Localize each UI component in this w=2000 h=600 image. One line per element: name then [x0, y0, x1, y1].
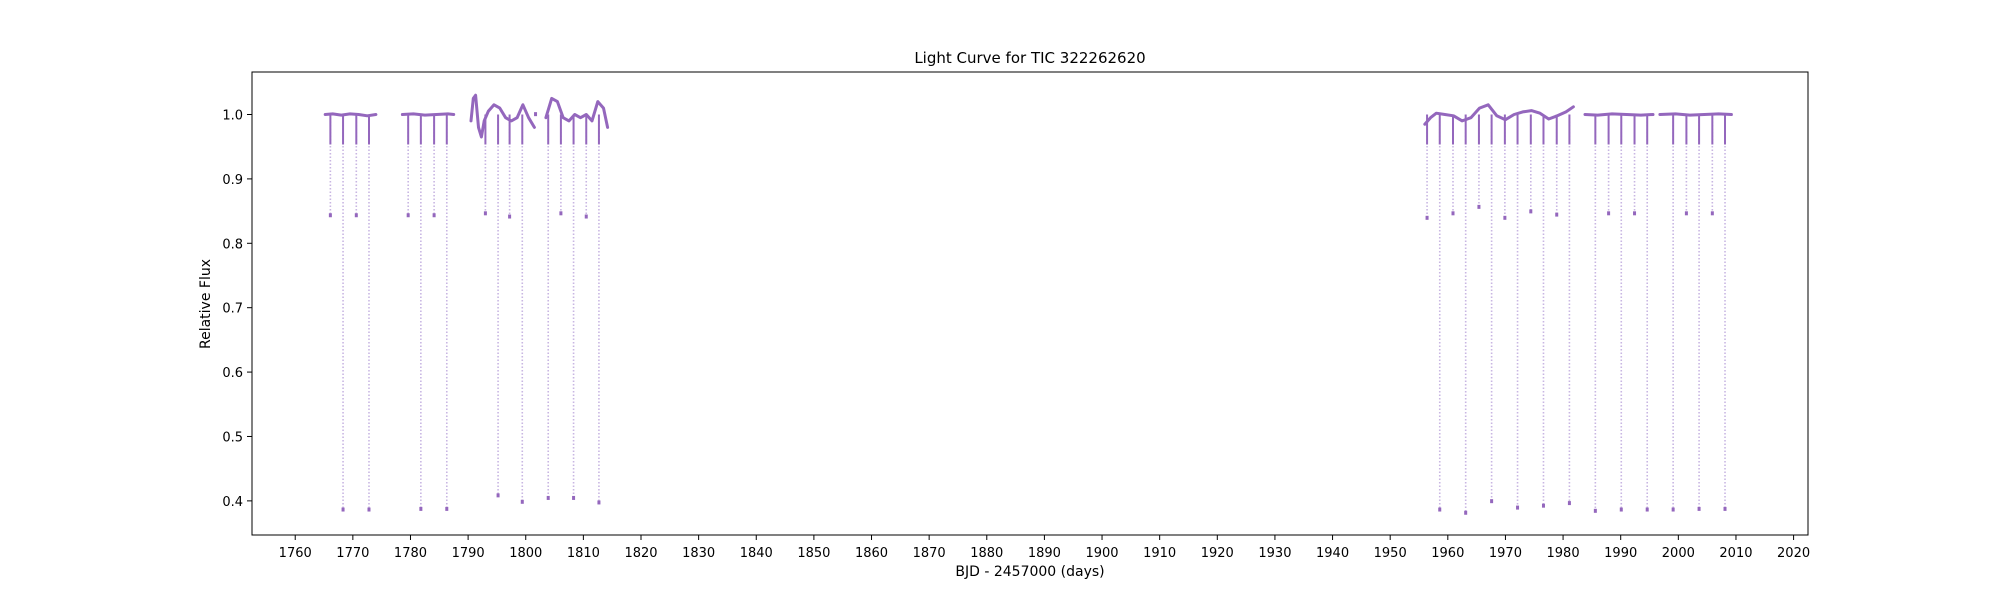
primary-eclipse-minimum-3 — [445, 506, 449, 511]
primary-eclipse-minimum-12 — [1516, 505, 1520, 510]
baseline-segment-4 — [1423, 103, 1575, 126]
primary-eclipse-minimum-10 — [1464, 510, 1468, 515]
x-tick-label-12: 1880 — [970, 546, 1003, 561]
primary-eclipse-minimum-15 — [1593, 508, 1597, 513]
primary-eclipse-minimum-14 — [1567, 501, 1571, 506]
primary-eclipse-minimum-6 — [546, 495, 550, 500]
y-axis-label: Relative Flux — [198, 259, 214, 349]
primary-eclipse-minimum-4 — [496, 493, 500, 498]
secondary-eclipse-minimum-17 — [1684, 211, 1688, 216]
x-tick-label-21: 1970 — [1489, 546, 1522, 561]
baseline-segment-0 — [323, 112, 378, 118]
x-tick-label-10: 1860 — [855, 546, 888, 561]
y-tick-label-1: 0.5 — [222, 430, 243, 445]
y-tick-label-5: 0.9 — [222, 173, 243, 188]
x-tick-label-4: 1800 — [509, 546, 542, 561]
primary-eclipse-minimum-1 — [367, 507, 371, 512]
secondary-eclipse-minimum-16 — [1633, 211, 1637, 216]
chart-title: Light Curve for TIC 322262620 — [914, 49, 1145, 67]
secondary-eclipse-minimum-7 — [559, 211, 563, 216]
secondary-eclipse-minimum-8 — [584, 214, 588, 219]
secondary-eclipse-minimum-0 — [328, 213, 332, 218]
baseline-segment-6 — [1658, 112, 1733, 117]
y-tick-label-6: 1.0 — [222, 109, 243, 124]
x-tick-label-25: 2010 — [1719, 546, 1752, 561]
secondary-eclipse-minimum-6 — [534, 112, 538, 117]
primary-eclipse-minimum-17 — [1645, 507, 1649, 512]
secondary-eclipse-minimum-5 — [508, 214, 512, 219]
x-tick-label-22: 1980 — [1547, 546, 1580, 561]
x-tick-label-5: 1810 — [567, 546, 600, 561]
x-tick-label-17: 1930 — [1258, 546, 1291, 561]
secondary-eclipse-minimum-2 — [406, 213, 410, 218]
primary-eclipse-minimum-0 — [341, 507, 345, 512]
primary-eclipse-minimum-7 — [572, 495, 576, 500]
x-tick-label-20: 1960 — [1431, 546, 1464, 561]
primary-eclipse-minimum-5 — [520, 499, 524, 504]
secondary-eclipse-minimum-15 — [1607, 211, 1611, 216]
y-tick-label-0: 0.4 — [222, 495, 243, 510]
x-tick-label-13: 1890 — [1028, 546, 1061, 561]
secondary-eclipse-minimum-18 — [1710, 211, 1714, 216]
baseline-segment-3 — [544, 96, 610, 129]
x-tick-label-2: 1780 — [394, 546, 427, 561]
x-tick-label-14: 1900 — [1085, 546, 1118, 561]
x-tick-label-23: 1990 — [1604, 546, 1637, 561]
x-tick-label-15: 1910 — [1143, 546, 1176, 561]
secondary-eclipse-minimum-10 — [1451, 211, 1455, 216]
x-tick-label-18: 1940 — [1316, 546, 1349, 561]
x-tick-label-7: 1830 — [682, 546, 715, 561]
primary-eclipse-minimum-16 — [1619, 507, 1623, 512]
x-tick-label-3: 1790 — [452, 546, 485, 561]
x-tick-label-1: 1770 — [336, 546, 369, 561]
y-tick-label-3: 0.7 — [222, 302, 243, 317]
secondary-eclipse-minimum-14 — [1555, 212, 1559, 217]
primary-eclipse-minimum-2 — [419, 506, 423, 511]
secondary-eclipse-minimum-9 — [1425, 215, 1429, 220]
secondary-eclipse-minimum-4 — [483, 211, 487, 216]
y-tick-label-2: 0.6 — [222, 366, 243, 381]
x-tick-label-0: 1760 — [279, 546, 312, 561]
x-tick-label-6: 1820 — [624, 546, 657, 561]
secondary-eclipse-minimum-13 — [1529, 209, 1533, 214]
x-tick-label-11: 1870 — [913, 546, 946, 561]
secondary-eclipse-minimum-3 — [432, 213, 436, 218]
primary-eclipse-minimum-20 — [1723, 506, 1727, 511]
baseline-segment-1 — [400, 112, 456, 117]
secondary-eclipse-minimum-12 — [1503, 215, 1507, 220]
x-tick-label-8: 1840 — [740, 546, 773, 561]
x-tick-label-16: 1920 — [1201, 546, 1234, 561]
primary-eclipse-minimum-9 — [1438, 507, 1442, 512]
primary-eclipse-minimum-19 — [1697, 506, 1701, 511]
primary-eclipse-minimum-8 — [597, 500, 601, 505]
plot-frame — [251, 71, 1809, 536]
y-axis-ticks: 0.4 0.5 0.6 0.7 0.8 0.9 1.0 — [222, 109, 252, 510]
x-tick-label-9: 1850 — [797, 546, 830, 561]
data-layer — [323, 93, 1733, 515]
y-tick-label-4: 0.8 — [222, 237, 243, 252]
secondary-eclipse-minimum-1 — [354, 213, 358, 218]
x-tick-label-19: 1950 — [1374, 546, 1407, 561]
primary-eclipse-minimum-18 — [1671, 507, 1675, 512]
x-axis-ticks: 1760 1770 1780 1790 1800 1810 1820 1830 1840 1850… — [279, 535, 1810, 561]
x-axis-label: BJD - 2457000 (days) — [955, 564, 1104, 580]
primary-eclipse-minimum-11 — [1490, 499, 1494, 504]
baseline-segment-2 — [469, 93, 536, 139]
x-tick-label-26: 2020 — [1777, 546, 1810, 561]
secondary-eclipse-minimum-11 — [1477, 204, 1481, 209]
primary-eclipse-minimum-13 — [1541, 503, 1545, 508]
x-tick-label-24: 2000 — [1662, 546, 1695, 561]
